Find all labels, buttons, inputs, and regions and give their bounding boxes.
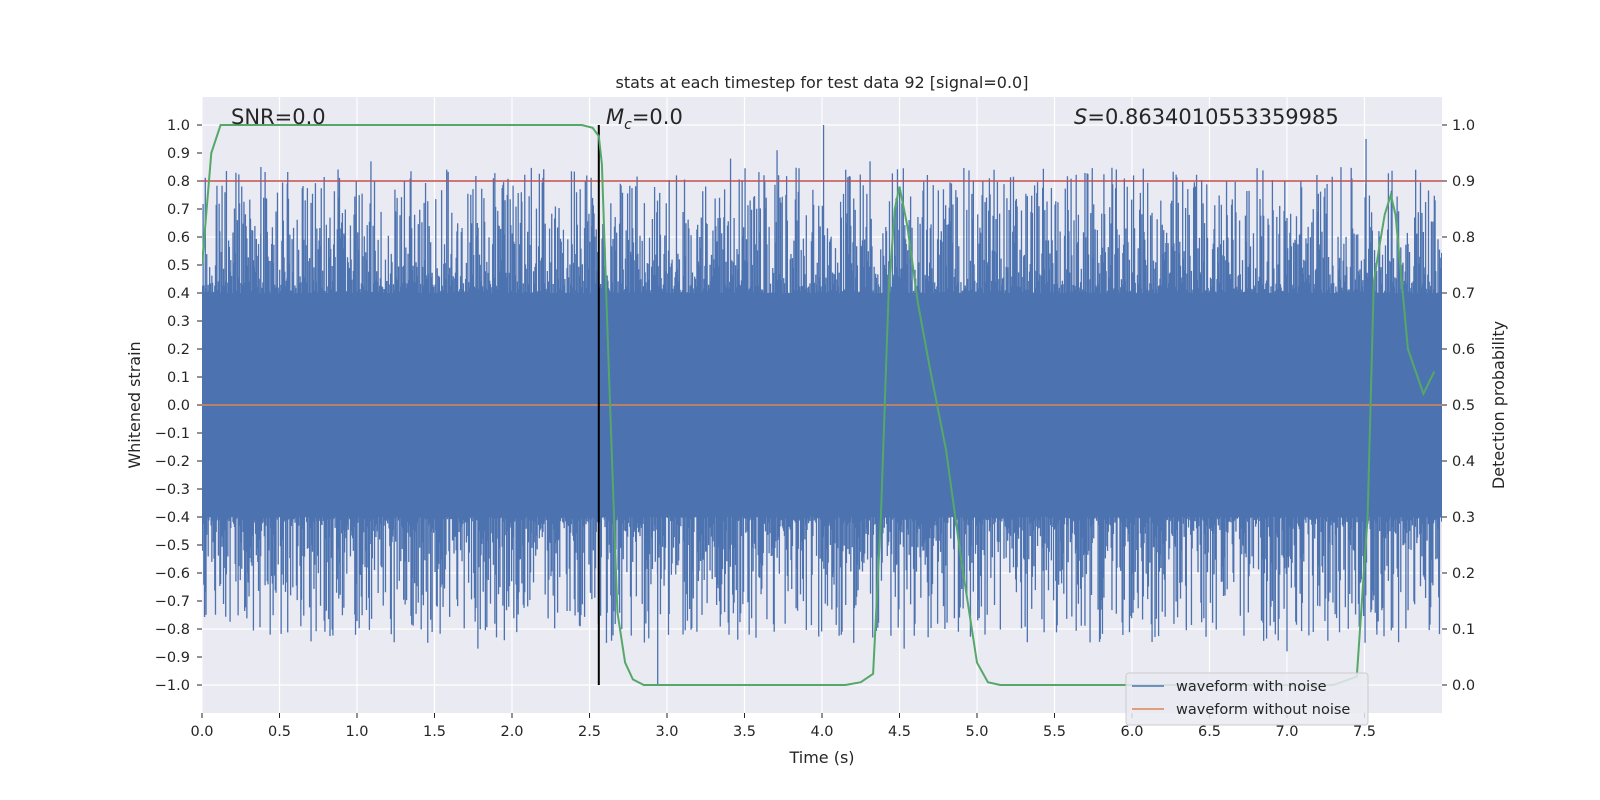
legend-label-noise: waveform with noise xyxy=(1176,679,1327,695)
y-tick-label: 0.8 xyxy=(167,174,190,190)
legend-label-clean: waveform without noise xyxy=(1176,702,1350,718)
x-tick-label: 6.0 xyxy=(1120,724,1143,740)
y-tick-label: −1.0 xyxy=(155,678,190,694)
y-right-tick-label: 0.3 xyxy=(1452,510,1475,526)
y-right-tick-label: 1.0 xyxy=(1452,118,1475,134)
y-tick-label: 0.2 xyxy=(167,342,190,358)
x-tick-label: 3.5 xyxy=(733,724,756,740)
chart-title: stats at each timestep for test data 92 … xyxy=(616,73,1029,92)
y-tick-label: 0.7 xyxy=(167,202,190,218)
x-tick-label: 3.0 xyxy=(655,724,678,740)
y-tick-label: −0.9 xyxy=(155,650,190,666)
y-axis-right-label: Detection probability xyxy=(1489,321,1508,489)
x-tick-label: 6.5 xyxy=(1198,724,1221,740)
x-axis-ticks: 0.0 0.5 1.0 1.5 2.0 2.5 3.0 3.5 4.0 4.5 5.0 5.5 6.0 6… xyxy=(190,713,1376,740)
y-tick-label: 0.4 xyxy=(167,286,190,302)
y-right-tick-label: 0.8 xyxy=(1452,230,1475,246)
x-tick-label: 1.0 xyxy=(345,724,368,740)
y-tick-label: −0.7 xyxy=(155,594,190,610)
y-tick-label: 0.1 xyxy=(167,370,190,386)
x-tick-label: 4.0 xyxy=(810,724,833,740)
chirp-mass-value: =0.0 xyxy=(632,105,683,129)
x-tick-label: 0.0 xyxy=(190,724,213,740)
chirp-mass-subscript: c xyxy=(624,117,632,133)
y-tick-label: 0.9 xyxy=(167,146,190,162)
y-tick-label: −0.1 xyxy=(155,426,190,442)
noise-spikes xyxy=(202,125,1442,685)
y-tick-label: −0.3 xyxy=(155,482,190,498)
y-tick-label: 0.0 xyxy=(167,398,190,414)
x-tick-label: 7.0 xyxy=(1275,724,1298,740)
y-tick-label: 0.5 xyxy=(167,258,190,274)
y-right-tick-label: 0.5 xyxy=(1452,398,1475,414)
y-right-tick-label: 0.0 xyxy=(1452,678,1475,694)
y-tick-label: 1.0 xyxy=(167,118,190,134)
y-right-tick-label: 0.1 xyxy=(1452,622,1475,638)
y-axis-left-ticks: 1.0 0.9 0.8 0.7 0.6 0.5 0.4 0.3 0.2 0.1 0.0 −0.1 −0.… xyxy=(155,118,202,694)
y-tick-label: −0.2 xyxy=(155,454,190,470)
x-tick-label: 2.0 xyxy=(500,724,523,740)
x-axis-label: Time (s) xyxy=(788,748,854,767)
chirp-mass-annotation: Mc=0.0 xyxy=(606,105,683,133)
score-value: =0.8634010553359985 xyxy=(1087,105,1338,129)
y-right-tick-label: 0.9 xyxy=(1452,174,1475,190)
x-tick-label: 2.5 xyxy=(578,724,601,740)
y-right-tick-label: 0.2 xyxy=(1452,566,1475,582)
x-tick-label: 5.0 xyxy=(965,724,988,740)
y-tick-label: −0.5 xyxy=(155,538,190,554)
y-right-tick-label: 0.7 xyxy=(1452,286,1475,302)
detection-probability-line xyxy=(202,124,1436,686)
chirp-mass-symbol: M xyxy=(606,105,624,129)
y-tick-label: −0.4 xyxy=(155,510,190,526)
y-tick-label: 0.6 xyxy=(167,230,190,246)
y-tick-label: −0.8 xyxy=(155,622,190,638)
score-symbol: S xyxy=(1074,105,1087,129)
score-annotation: S=0.8634010553359985 xyxy=(1074,105,1339,129)
y-axis-right-ticks: 1.0 0.9 0.8 0.7 0.6 0.5 0.4 0.3 0.2 0.1 0.0 xyxy=(1442,118,1475,694)
x-tick-label: 0.5 xyxy=(268,724,291,740)
x-tick-label: 1.5 xyxy=(423,724,446,740)
y-axis-label: Whitened strain xyxy=(125,341,144,468)
x-tick-label: 5.5 xyxy=(1043,724,1066,740)
y-right-tick-label: 0.6 xyxy=(1452,342,1475,358)
x-tick-label: 4.5 xyxy=(888,724,911,740)
snr-annotation: SNR=0.0 xyxy=(231,105,326,129)
x-tick-label: 7.5 xyxy=(1353,724,1376,740)
legend-box xyxy=(1125,672,1369,726)
y-tick-label: 0.3 xyxy=(167,314,190,330)
y-right-tick-label: 0.4 xyxy=(1452,454,1475,470)
legend: waveform with noise waveform without noi… xyxy=(1125,672,1369,726)
y-tick-label: −0.6 xyxy=(155,566,190,582)
